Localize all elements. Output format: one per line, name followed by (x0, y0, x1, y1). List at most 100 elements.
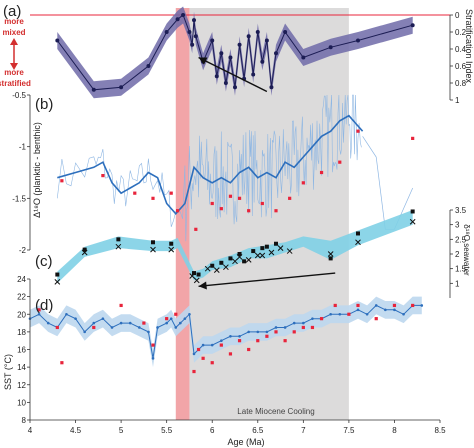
sst-point (420, 304, 424, 307)
seawater-square-point (169, 241, 174, 246)
sst-point (247, 330, 250, 334)
sst-point (256, 330, 260, 334)
sst-red-point (374, 317, 378, 321)
y-axis-title-b: Δ¹⁸O (planktic - benthic) (32, 122, 42, 218)
seawater-square-point (55, 272, 60, 277)
sst-tick-label: 18 (17, 328, 26, 337)
stratification-point (269, 85, 274, 90)
sst-point (384, 308, 387, 312)
seawater-cross-point (245, 257, 252, 263)
seawater-cross-point (236, 254, 243, 260)
sst-point (74, 317, 77, 320)
panel-label-a: (a) (3, 3, 21, 20)
delta-tick-label: -0.5 (12, 91, 26, 100)
seawater-square-point (251, 249, 256, 254)
sst-point (338, 312, 342, 316)
sst-point (169, 317, 173, 320)
stratification-point (246, 34, 251, 39)
stratification-point (328, 45, 333, 50)
sst-point (188, 312, 191, 316)
seawater-tick-label: 2.5 (455, 235, 467, 244)
seawater-cross-point (223, 264, 229, 271)
delta-red-point (228, 194, 233, 198)
seawater-cross-point (168, 246, 175, 253)
delta-red-point (301, 181, 305, 185)
sst-point (110, 326, 114, 329)
panel-label-d: (d) (35, 297, 53, 314)
seawater-square-point (356, 231, 360, 236)
stratification-point (251, 72, 256, 77)
seawater-square-point (151, 240, 155, 245)
sst-red-point (333, 303, 337, 308)
sst-red-point (237, 339, 242, 343)
sst-red-point (292, 330, 296, 334)
stratification-tick-label: 0.2 (455, 28, 467, 37)
delta-red-point (288, 196, 292, 200)
y-axis-title-c: δ¹⁸O seawater (462, 224, 471, 276)
stratification-point (164, 30, 169, 34)
seawater-cross-point (189, 273, 196, 279)
seawater-tick-label: 1.5 (455, 265, 467, 274)
delta-raw-line (57, 94, 362, 242)
delta-smoothed-line (57, 114, 364, 216)
seawater-cross-point (204, 265, 211, 272)
stratification-point (356, 38, 360, 43)
seawater-square-point (228, 256, 233, 261)
stratification-point (274, 51, 278, 56)
sst-red-point (165, 317, 169, 321)
stratification-point (181, 13, 186, 17)
sst-red-point (356, 303, 360, 308)
sst-tick-label: 8 (22, 416, 27, 425)
age-tick-label: 8.5 (434, 426, 446, 435)
delta-red-point (247, 209, 251, 213)
sst-red-point (265, 334, 269, 338)
sst-point (201, 343, 205, 347)
delta-red-point (356, 129, 360, 133)
more-mixed-label-1: more (4, 17, 24, 26)
sst-point (147, 330, 150, 334)
seawater-cross-point (150, 246, 156, 253)
sst-point (393, 308, 396, 312)
panel-a-arrow-shaft (198, 56, 268, 93)
seawater-cross-point (232, 258, 238, 265)
stratification-point (301, 55, 306, 60)
seawater-square-point (196, 272, 201, 277)
panel-label-c: (c) (35, 253, 53, 270)
panel-a-arrowhead (198, 57, 208, 65)
sst-tick-label: 20 (17, 310, 26, 319)
delta-red-point (151, 196, 155, 200)
sst-point (179, 321, 182, 325)
seawater-cross-point (115, 243, 122, 250)
age-tick-label: 8 (392, 426, 397, 435)
seawater-square-point (219, 260, 224, 265)
delta-red-point (210, 201, 214, 206)
delta-red-point (176, 209, 180, 213)
sst-red-point (256, 339, 260, 343)
seawater-square-point (264, 244, 269, 249)
stratification-point (192, 18, 196, 23)
delta-red-point (101, 174, 105, 178)
sst-point (92, 321, 96, 325)
stratification-point (283, 30, 288, 34)
sst-point (165, 321, 168, 325)
age-tick-label: 5.5 (161, 426, 173, 435)
panel-c-arrow-shaft (198, 272, 336, 287)
seawater-cross-point (268, 249, 275, 256)
stratification-point (214, 74, 219, 79)
sst-red-point (283, 339, 287, 343)
seawater-cross-point (259, 252, 266, 259)
sst-red-point (301, 325, 305, 330)
stratification-tick-label: 1 (455, 96, 460, 105)
sst-red-point (92, 325, 96, 330)
sst-red-point (196, 347, 201, 352)
sst-red-point (219, 343, 223, 347)
panel-d-sst: 8 10 12 14 16 18 20 22 24 (17, 275, 424, 425)
seawater-tick-label: 1 (455, 279, 460, 288)
sst-red-point (60, 361, 64, 365)
sst-point (229, 334, 232, 338)
seawater-cross-point (286, 248, 293, 254)
sst-point (274, 326, 278, 329)
panel-b-delta-18o: -0.5 -1 -1.5 -2 (12, 91, 415, 255)
stratification-point (91, 87, 96, 92)
